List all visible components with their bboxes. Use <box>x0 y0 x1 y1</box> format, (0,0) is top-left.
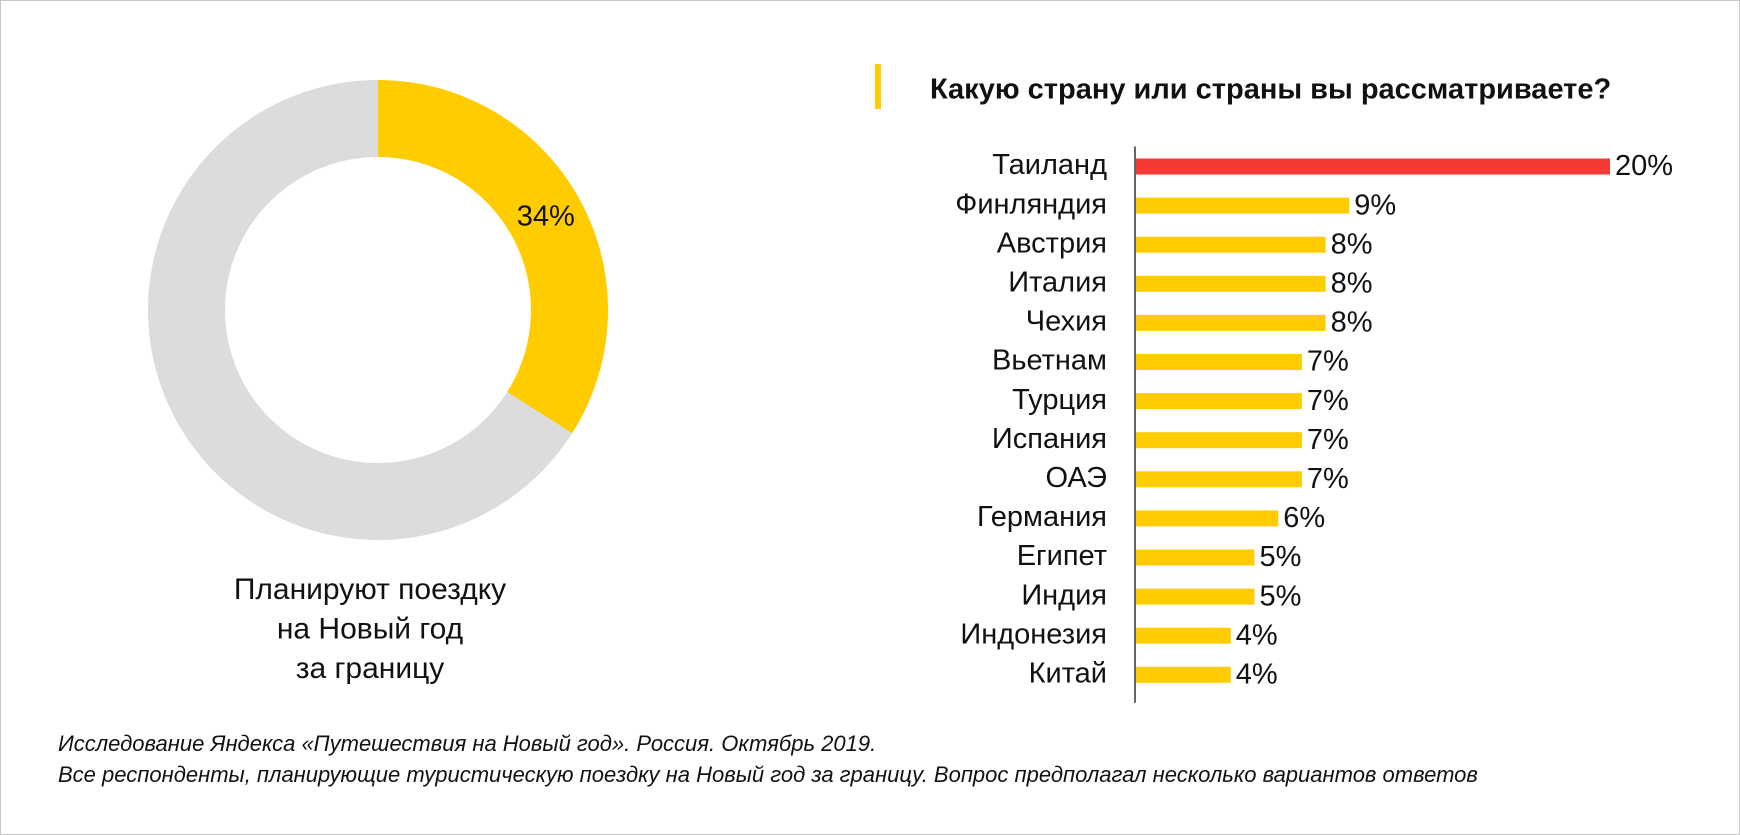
category-label: Германия <box>977 501 1107 533</box>
data-label: 4% <box>1236 619 1278 651</box>
category-label: Италия <box>1008 266 1107 298</box>
bar <box>1136 158 1610 175</box>
data-label: 7% <box>1307 346 1349 378</box>
bar <box>1136 549 1255 566</box>
data-label: 8% <box>1331 267 1373 299</box>
category-label: Турция <box>1012 384 1107 416</box>
category-label: Индия <box>1021 579 1107 611</box>
bar <box>1136 471 1302 488</box>
bar <box>1136 275 1326 292</box>
data-label: 8% <box>1331 307 1373 339</box>
data-label: 7% <box>1307 463 1349 495</box>
bar <box>1136 236 1326 253</box>
data-label: 5% <box>1260 580 1302 612</box>
data-label: 7% <box>1307 385 1349 417</box>
category-label: Вьетнам <box>992 345 1107 377</box>
data-label: 34% <box>517 200 575 232</box>
data-label: 20% <box>1615 150 1673 182</box>
data-label: 6% <box>1283 502 1325 534</box>
category-label: Таиланд <box>992 149 1107 181</box>
data-label: 9% <box>1354 189 1396 221</box>
bar <box>1136 314 1326 331</box>
bar <box>1136 627 1231 644</box>
category-label: Финляндия <box>955 188 1107 220</box>
caption: Планируют поездку <box>234 573 506 606</box>
data-label: 7% <box>1307 424 1349 456</box>
data-label: 5% <box>1260 541 1302 573</box>
chart-title: Какую страну или страны вы рассматривает… <box>930 74 1611 106</box>
bar <box>1136 510 1279 527</box>
bar <box>1136 432 1302 449</box>
bar <box>1136 393 1302 410</box>
title-accent <box>875 64 881 109</box>
footnote: Исследование Яндекса «Путешествия на Нов… <box>58 731 876 756</box>
caption: на Новый год <box>277 612 463 645</box>
category-label: Австрия <box>997 227 1107 259</box>
bar <box>1136 666 1231 683</box>
footnote: Все респонденты, планирующие туристическ… <box>58 762 1478 787</box>
data-label: 4% <box>1236 658 1278 690</box>
category-label: Испания <box>992 423 1107 455</box>
bar <box>1136 354 1302 370</box>
donut-segment <box>378 80 608 434</box>
category-label: Египет <box>1017 540 1107 572</box>
data-label: 8% <box>1331 228 1373 260</box>
category-label: Индонезия <box>960 618 1107 650</box>
caption: за границу <box>296 652 445 685</box>
category-label: ОАЭ <box>1046 462 1107 494</box>
donut-segment <box>147 80 573 540</box>
bar <box>1136 197 1350 214</box>
bar <box>1136 588 1255 605</box>
category-label: Чехия <box>1026 306 1107 338</box>
category-label: Китай <box>1029 657 1107 689</box>
